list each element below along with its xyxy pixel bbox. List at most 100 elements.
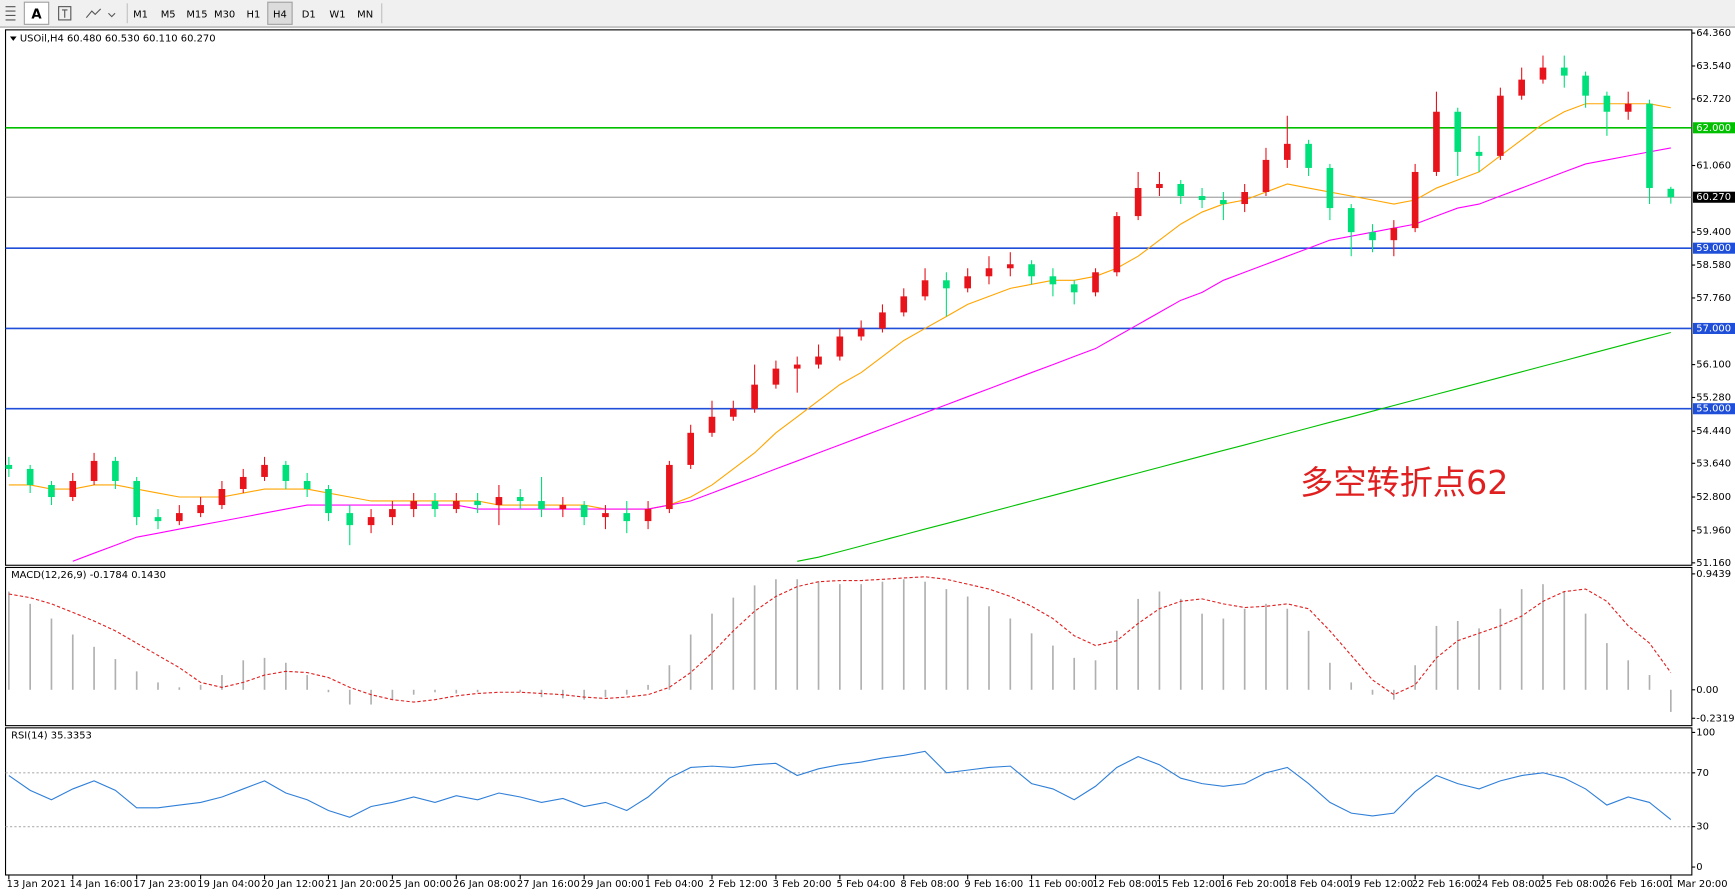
x-tick-label: 24 Feb 08:00 — [1476, 879, 1541, 890]
candle-body — [495, 497, 503, 506]
price-level-tag — [1692, 122, 1735, 134]
candle-body — [346, 513, 354, 526]
objects-tool[interactable] — [85, 8, 116, 19]
candle-body — [687, 432, 695, 465]
x-tick-label: 20 Jan 12:00 — [261, 879, 324, 890]
y-tick-label: 30 — [1696, 822, 1709, 833]
candle-body — [1006, 264, 1014, 269]
x-tick-label: 8 Feb 08:00 — [900, 879, 959, 890]
candle-body — [1198, 196, 1206, 201]
candle-body — [5, 464, 13, 469]
symbol-menu-arrow[interactable] — [9, 36, 17, 41]
candle-body — [410, 501, 418, 510]
x-tick-label: 26 Jan 08:00 — [453, 879, 516, 890]
y-tick-label: -0.2319 — [1696, 713, 1734, 724]
price-level-tag — [1692, 403, 1735, 415]
candle-body — [474, 501, 481, 506]
y-tick-label: 0.9439 — [1696, 569, 1731, 580]
candle-body — [452, 501, 460, 510]
toolbar-button[interactable]: M30 — [214, 9, 235, 20]
candle-body — [282, 464, 290, 481]
candle-body — [48, 484, 55, 498]
y-tick-label: 58.580 — [1696, 260, 1731, 271]
toolbar-button[interactable]: H4 — [273, 9, 287, 20]
candle-body — [1113, 216, 1121, 273]
x-tick-label: 29 Jan 00:00 — [581, 879, 644, 890]
rsi-title: RSI(14) 35.3353 — [11, 731, 92, 742]
toolbar-button[interactable]: H1 — [246, 9, 260, 20]
toolbar-button[interactable]: MN — [357, 9, 373, 20]
text-tool[interactable] — [58, 6, 72, 21]
candle-body — [1369, 232, 1376, 241]
x-tick-label: 26 Feb 16:00 — [1604, 879, 1669, 890]
candle-body — [1028, 264, 1035, 277]
candle-body — [1156, 183, 1163, 188]
toolbar-button[interactable]: M1 — [133, 9, 148, 20]
candle-body — [1305, 143, 1312, 168]
x-tick-label: 25 Feb 08:00 — [1540, 879, 1605, 890]
price-level-label: 57.000 — [1696, 323, 1731, 334]
y-tick-label: 63.540 — [1696, 61, 1731, 72]
candle-body — [644, 509, 652, 522]
candle-body — [1433, 111, 1440, 172]
y-tick-label: 57.760 — [1696, 293, 1731, 304]
toolbar-button[interactable]: M5 — [161, 9, 176, 20]
candle-body — [921, 280, 929, 297]
candle-body — [1411, 171, 1419, 229]
candle-body — [69, 480, 77, 498]
candle-body — [175, 513, 183, 522]
candle-body — [1177, 183, 1185, 197]
candle-body — [90, 460, 98, 481]
candle-body — [1326, 167, 1334, 209]
y-tick-label: 70 — [1696, 768, 1709, 779]
candle-body — [602, 513, 609, 518]
x-tick-label: 11 Feb 00:00 — [1028, 879, 1093, 890]
candle-body — [112, 460, 119, 481]
price-level-tag — [1692, 322, 1735, 334]
x-tick-label: 1 Mar 20:00 — [1668, 879, 1728, 890]
x-tick-label: 1 Feb 04:00 — [645, 879, 704, 890]
y-tick-label: 61.060 — [1696, 161, 1731, 172]
x-tick-label: 9 Feb 16:00 — [964, 879, 1023, 890]
x-tick-label: 25 Jan 00:00 — [389, 879, 452, 890]
candle-body — [325, 488, 332, 514]
y-tick-label: 52.800 — [1696, 492, 1731, 503]
candle-body — [1582, 75, 1589, 96]
x-tick-label: 22 Feb 16:00 — [1412, 879, 1477, 890]
candle-body — [1454, 111, 1462, 152]
candle-body — [900, 296, 908, 313]
toolbar-button[interactable]: D1 — [302, 9, 316, 20]
toolbar-button[interactable]: M15 — [186, 9, 207, 20]
candle-body — [964, 276, 972, 289]
candle-body — [1475, 151, 1483, 156]
candle-body — [367, 517, 375, 526]
x-tick-label: 5 Feb 04:00 — [837, 879, 896, 890]
candle-body — [793, 364, 801, 369]
x-tick-label: 15 Feb 12:00 — [1156, 879, 1221, 890]
y-tick-label: 0 — [1696, 862, 1702, 873]
price-level-tag — [1692, 191, 1735, 203]
x-tick-label: 18 Feb 04:00 — [1284, 879, 1349, 890]
candle-body — [1070, 284, 1078, 293]
candle-body — [197, 505, 204, 514]
candle-body — [836, 336, 844, 357]
y-tick-label: 51.160 — [1696, 558, 1731, 569]
candle-body — [1049, 276, 1057, 285]
x-tick-label: 2 Feb 12:00 — [709, 879, 768, 890]
annotation: 多空转折点62 — [1300, 463, 1508, 502]
toolbar-button[interactable]: A — [31, 7, 42, 22]
toolbar-icons — [5, 6, 116, 21]
candle-body — [1560, 67, 1568, 76]
candle-body — [815, 356, 822, 365]
toolbar-button[interactable]: W1 — [329, 9, 345, 20]
candle-body — [1220, 200, 1227, 205]
candle-body — [26, 468, 34, 485]
candle-body — [623, 513, 631, 522]
candle-body — [1347, 208, 1355, 233]
text-tool-glyph — [61, 9, 68, 18]
x-tick-label: 12 Feb 08:00 — [1092, 879, 1157, 890]
x-tick-label: 3 Feb 20:00 — [773, 879, 832, 890]
y-tick-label: 56.100 — [1696, 360, 1731, 371]
